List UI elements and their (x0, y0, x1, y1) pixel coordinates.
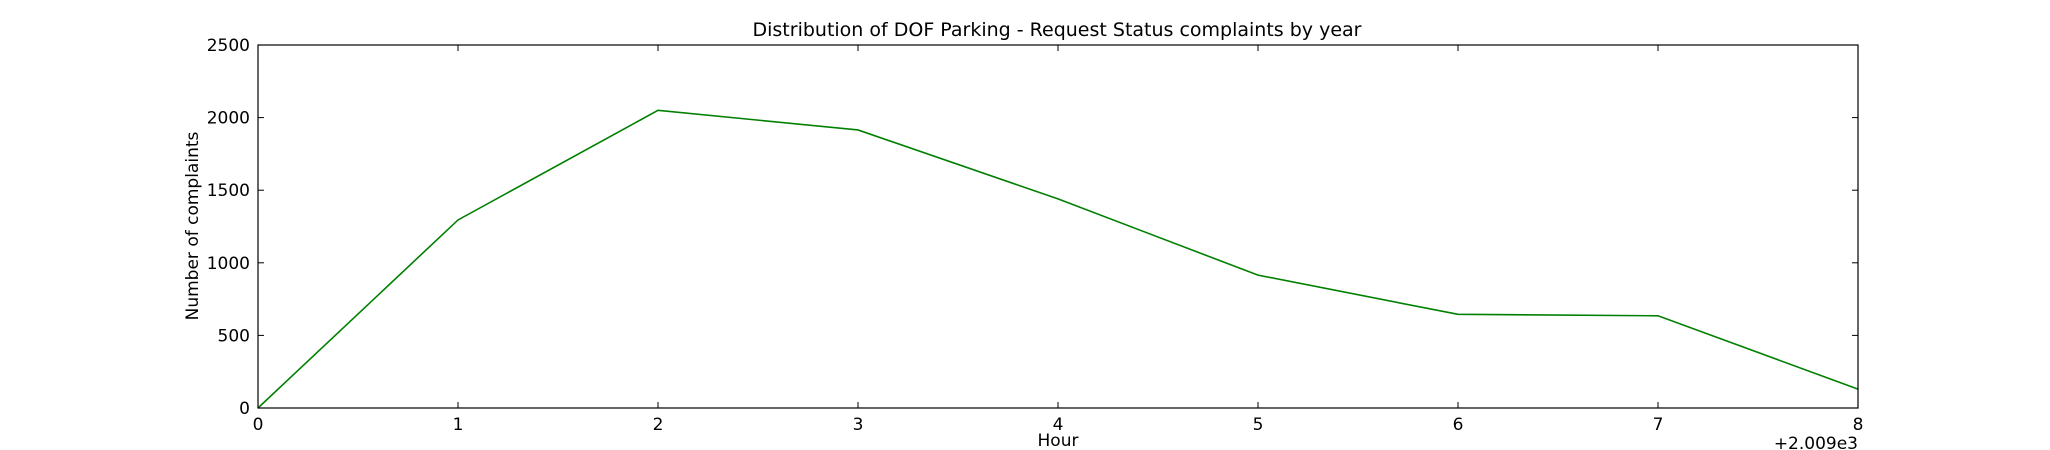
plot-frame (257, 44, 1859, 409)
y-tick-label: 2000 (207, 109, 250, 129)
x-tick-label: 6 (1453, 415, 1464, 435)
y-tick-label: 2500 (207, 36, 250, 56)
x-tick-label: 8 (1853, 415, 1864, 435)
y-tick-label: 0 (239, 399, 250, 419)
y-tick-label: 500 (218, 326, 250, 346)
y-tick-label: 1000 (207, 254, 250, 274)
x-tick-label: 0 (253, 415, 264, 435)
x-tick-label: 4 (1053, 415, 1064, 435)
x-tick-label: 3 (853, 415, 864, 435)
chart-title: Distribution of DOF Parking - Request St… (753, 19, 1362, 41)
x-tick-label: 1 (453, 415, 464, 435)
series-line (257, 109, 1859, 409)
plot-area (257, 109, 1859, 409)
x-tick-label: 5 (1253, 415, 1264, 435)
x-tick-label: 7 (1653, 415, 1664, 435)
y-axis-label: Number of complaints (183, 131, 203, 320)
x-offset-label: +2.009e3 (1774, 434, 1858, 450)
x-tick-label: 2 (653, 415, 664, 435)
y-tick-label: 1500 (207, 181, 250, 201)
x-axis-label: Hour (1038, 431, 1079, 450)
